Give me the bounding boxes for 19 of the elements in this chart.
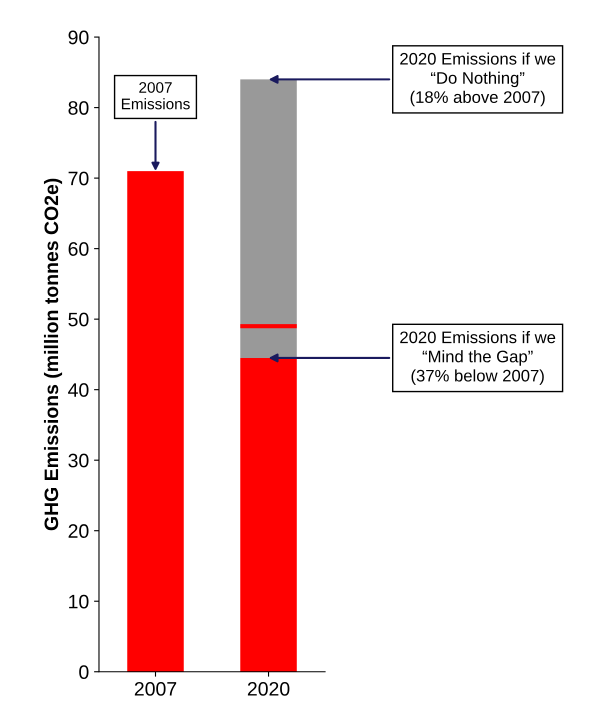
y-tick-label: 80 xyxy=(68,101,88,115)
bar xyxy=(127,171,184,672)
y-tick-label: 40 xyxy=(68,383,88,397)
y-tick-label: 70 xyxy=(68,172,88,186)
y-tick-label: 10 xyxy=(69,594,88,608)
y-tick-label: 30 xyxy=(68,454,88,468)
y-tick-label: 60 xyxy=(68,242,88,256)
x-tick-label: 2007 xyxy=(134,682,176,696)
y-tick-label: 20 xyxy=(68,524,88,538)
y-tick-label: 90 xyxy=(68,30,88,44)
annotation: 2020 Emissions if we “Mind the Gap” (37% below 2007) xyxy=(400,331,556,385)
y-tick-label: 50 xyxy=(68,312,88,326)
y-tick-label: 0 xyxy=(79,665,88,679)
bar xyxy=(240,358,297,672)
y-axis-title: GHG Emissions (million tonnes CO2e) xyxy=(44,178,62,530)
annotation: 2007 Emissions xyxy=(122,82,190,110)
x-tick-label: 2020 xyxy=(248,682,290,696)
annotation: 2020 Emissions if we “Do Nothing” (18% above 2007) xyxy=(400,52,556,106)
bar xyxy=(240,79,297,358)
